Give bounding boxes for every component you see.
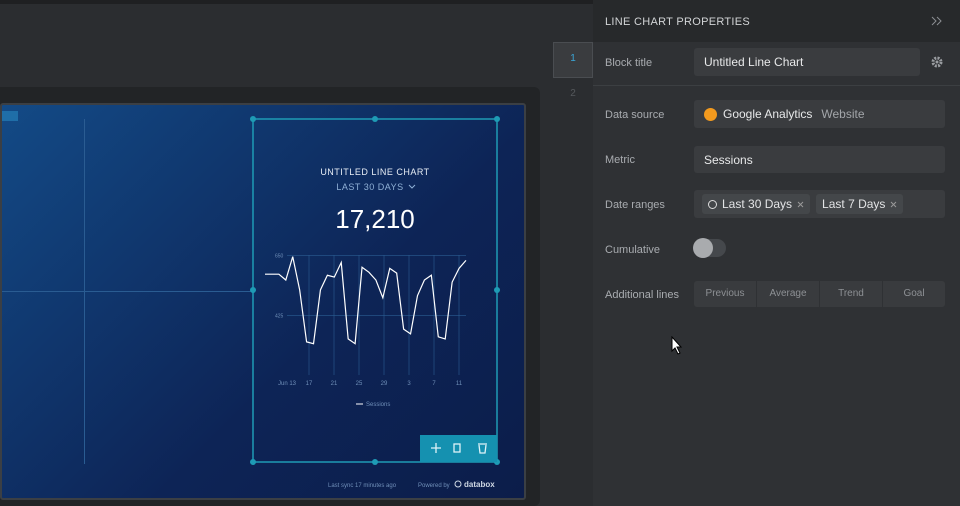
- service: Google Analytics: [723, 107, 813, 121]
- x-tick-label: 7: [432, 381, 436, 387]
- x-tick-label: 29: [381, 381, 388, 387]
- panel-title: LINE CHART PROPERTIES: [605, 16, 751, 28]
- remove-icon[interactable]: [890, 201, 897, 208]
- field-label: Additional lines: [605, 289, 679, 301]
- y-tick-label: 425: [275, 313, 284, 319]
- field-label: Block title: [605, 57, 653, 69]
- remove-icon[interactable]: [797, 201, 804, 208]
- line-chart: 650 425 Jun 13 17 21 25 29 3 7 11 Sessions: [265, 254, 467, 408]
- copy-icon[interactable]: [453, 443, 461, 453]
- grid-line: [2, 291, 254, 292]
- brand: databox: [464, 480, 495, 489]
- field-label: Date ranges: [605, 199, 665, 211]
- legend-label: Sessions: [366, 402, 390, 408]
- x-tick-label: 25: [356, 381, 363, 387]
- move-icon[interactable]: [431, 443, 441, 453]
- dashboard: [0, 103, 526, 500]
- panel-header: LINE CHART PROPERTIES: [593, 0, 960, 42]
- field-label: Data source: [605, 109, 665, 121]
- block: [2, 111, 18, 121]
- field-label: Cumulative: [605, 244, 661, 256]
- segment[interactable]: Average: [757, 281, 820, 307]
- toolbar-icons: [431, 443, 487, 454]
- account: Website: [821, 107, 865, 121]
- chip[interactable]: Last 30 Days: [702, 194, 811, 214]
- line: [265, 256, 467, 345]
- tab-label: 1: [570, 53, 576, 64]
- y-tick-label: 650: [275, 254, 284, 260]
- chip-input[interactable]: Last 30 Days Last 7 Days: [694, 190, 945, 218]
- widget[interactable]: UNTITLED LINE CHART LAST 30 DAYS 17,210 …: [0, 0, 593, 506]
- chip[interactable]: Last 7 Days: [816, 194, 904, 214]
- segment[interactable]: Goal: [903, 288, 925, 299]
- properties-panel: LINE CHART PROPERTIES Block title Untitl…: [593, 0, 960, 506]
- field-label: Metric: [605, 154, 635, 166]
- x-tick-label: 11: [456, 381, 463, 387]
- collapse-icon[interactable]: [931, 15, 943, 27]
- text-input[interactable]: Untitled Line Chart: [694, 48, 920, 76]
- chip-label: Last 7 Days: [822, 197, 886, 211]
- widget-value: 17,210: [335, 204, 415, 234]
- clock-icon: [708, 199, 717, 209]
- chevron: [408, 184, 416, 189]
- brand-logo: [454, 480, 462, 488]
- powered-text: Powered by: [418, 483, 450, 489]
- gear-icon[interactable]: [930, 55, 944, 69]
- widget-title: UNTITLED LINE CHART: [320, 167, 429, 177]
- chip-label: Last 30 Days: [722, 197, 793, 211]
- tab[interactable]: 2: [570, 88, 576, 99]
- x-tick-label: 3: [407, 381, 411, 387]
- top-bar: [0, 0, 593, 4]
- delete-icon[interactable]: [478, 443, 487, 454]
- widget-date-range[interactable]: LAST 30 DAYS: [336, 182, 403, 192]
- ga-icon: [704, 107, 717, 121]
- segment[interactable]: Trend: [820, 281, 883, 307]
- toggle[interactable]: [693, 238, 726, 258]
- segment[interactable]: Previous: [694, 281, 757, 307]
- x-tick-label: 17: [306, 381, 313, 387]
- select[interactable]: Google Analytics Website: [694, 100, 945, 128]
- segmented-control: Previous Average Trend Goal: [694, 281, 945, 307]
- divider: [593, 85, 960, 86]
- tab-active[interactable]: 1: [553, 42, 593, 78]
- sync-text: Last sync 17 minutes ago: [328, 483, 397, 489]
- x-tick-label: Jun 13: [278, 381, 297, 387]
- select[interactable]: Sessions: [694, 146, 945, 173]
- toggle-knob: [693, 238, 713, 258]
- x-tick-label: 21: [331, 381, 338, 387]
- cursor: [671, 336, 683, 355]
